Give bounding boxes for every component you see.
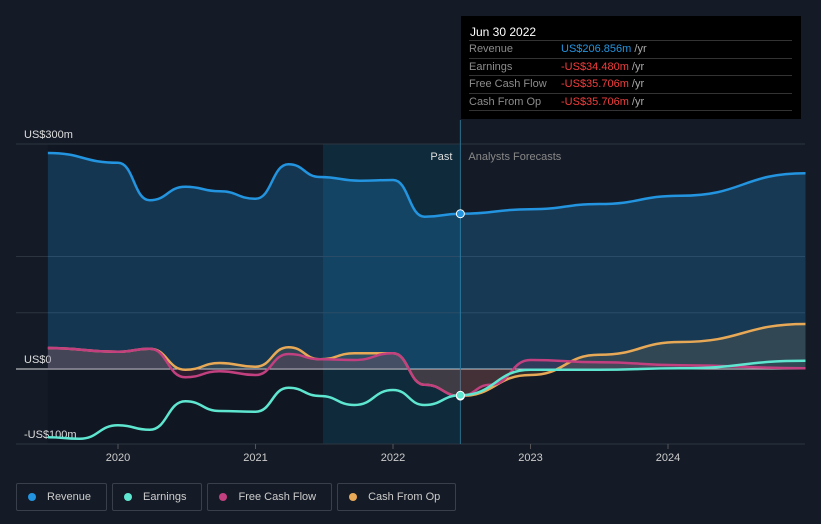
tooltip-value: US$206.856m /yr [561, 41, 647, 58]
x-tick-label: 2022 [381, 452, 405, 464]
legend-dot-icon [349, 493, 358, 501]
tooltip-label: Earnings [469, 60, 513, 73]
legend-label: Cash From Op [368, 491, 441, 503]
tooltip-row: Earnings -US$34.480m /yr [469, 57, 792, 76]
tooltip-unit: /yr [631, 43, 647, 55]
tooltip-label: Revenue [469, 43, 514, 55]
data-point-marker [455, 209, 465, 219]
area-cash-from-op [47, 324, 806, 396]
tooltip-label: Cash From Op [469, 95, 542, 108]
tooltip-divider [469, 110, 792, 111]
legend-label: Revenue [47, 491, 92, 503]
line-revenue [47, 151, 806, 219]
line-cash-from-op [47, 322, 806, 398]
tooltip-amount: -US$34.480m [561, 60, 629, 73]
tooltip-amount: -US$35.706m [561, 95, 629, 108]
tooltip-date: Jun 30 2022 [470, 25, 537, 39]
highlight-region [323, 144, 461, 444]
tooltip-value: -US$35.706m /yr [561, 76, 644, 93]
legend-item-earnings[interactable]: Earnings [112, 483, 203, 511]
line-earnings [47, 359, 806, 441]
tooltip-row: Revenue US$206.856m /yr [469, 40, 792, 58]
tooltip-unit: /yr [628, 60, 645, 73]
tooltip-value: -US$34.480m /yr [561, 59, 644, 76]
legend-dot-icon [28, 493, 36, 501]
legend-item-revenue[interactable]: Revenue [16, 483, 108, 511]
line-free-cash-flow [47, 346, 806, 398]
tooltip: Jun 30 2022 Revenue US$206.856m /yr Earnin… [461, 16, 801, 119]
data-point-marker [455, 390, 465, 400]
x-tick-label: 2020 [106, 452, 130, 464]
tooltip-value: -US$35.706m /yr [561, 94, 644, 111]
legend-dot-icon [124, 493, 133, 501]
tooltip-row: Free Cash Flow -US$35.706m /yr [469, 75, 792, 93]
tooltip-amount: -US$35.706m [561, 78, 629, 90]
legend: Revenue Earnings Free Cash Flow Cash From O… [16, 483, 457, 511]
y-tick-label: US$0 [24, 354, 52, 366]
x-tick-label: 2024 [656, 452, 680, 464]
tooltip-amount: US$206.856m [561, 43, 632, 55]
tooltip-row: Cash From Op -US$35.706m /yr [469, 92, 792, 111]
legend-label: Earnings [143, 491, 187, 503]
tooltip-unit: /yr [628, 78, 645, 90]
x-tick-label: 2023 [518, 452, 542, 464]
area-revenue [47, 153, 806, 369]
legend-item-free-cash-flow[interactable]: Free Cash Flow [207, 483, 333, 511]
x-tick-label: 2021 [243, 452, 267, 464]
legend-label: Free Cash Flow [238, 491, 317, 503]
tooltip-label: Free Cash Flow [469, 78, 547, 90]
tooltip-unit: /yr [628, 95, 645, 108]
past-label: Past [430, 151, 452, 163]
legend-dot-icon [219, 493, 228, 501]
area-free-cash-flow [47, 348, 806, 396]
forecast-label: Analysts Forecasts [468, 151, 561, 163]
y-tick-label: US$300m [24, 129, 73, 141]
legend-item-cash-from-op[interactable]: Cash From Op [337, 483, 457, 511]
